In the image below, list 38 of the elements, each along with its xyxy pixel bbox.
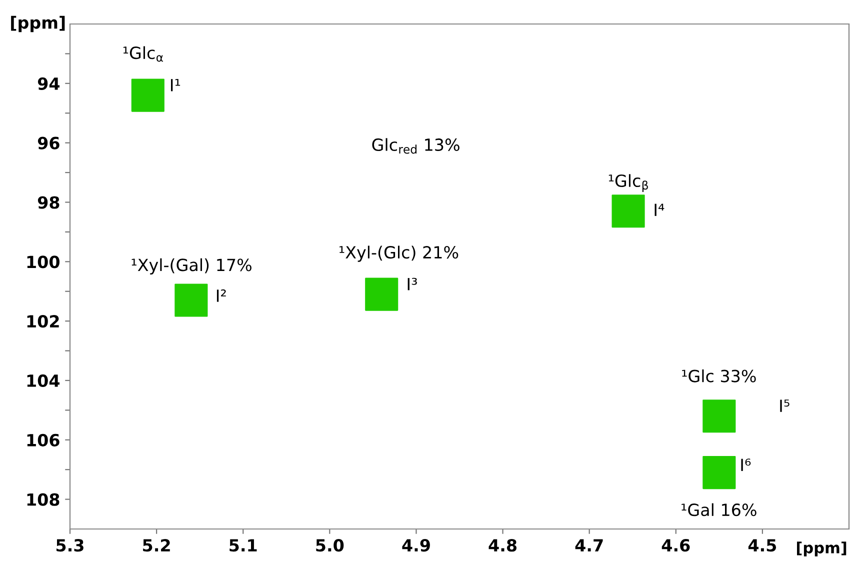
point xyxy=(174,284,208,317)
x-tick-label: 4.5 xyxy=(748,539,776,552)
annotation: ¹Glc 33% xyxy=(682,369,756,382)
y-tick-label: 98 xyxy=(38,196,60,209)
x-tick-label: 5.0 xyxy=(316,539,344,552)
x-tick-label: 4.7 xyxy=(575,539,603,552)
x-axis-title: [ppm] xyxy=(797,542,846,556)
y-tick-label: 104 xyxy=(27,374,60,388)
x-tick-label: 4.8 xyxy=(488,539,517,552)
point xyxy=(131,78,164,112)
annotation: I⁶ xyxy=(741,458,751,471)
annotation: I³ xyxy=(408,278,417,290)
y-tick-label: 102 xyxy=(27,315,59,328)
point xyxy=(612,194,645,228)
annotation: ¹Xyl-(Glc) 21% xyxy=(340,246,458,262)
y-tick-label: 108 xyxy=(27,493,60,506)
y-tick-label: 106 xyxy=(27,434,60,446)
point xyxy=(702,400,736,433)
point xyxy=(702,456,736,490)
point xyxy=(365,278,398,311)
annotation: ¹Glc$_{α}$ xyxy=(123,46,163,62)
x-tick-label: 4.9 xyxy=(402,539,430,552)
annotation: ¹Xyl-(Gal) 17% xyxy=(132,258,252,274)
annotation: ¹Gal 16% xyxy=(682,503,756,516)
annotation: ¹Glc$_{β}$ xyxy=(608,174,648,192)
annotation: I⁴ xyxy=(654,204,664,216)
x-tick-label: 5.3 xyxy=(56,539,84,552)
x-tick-label: 5.1 xyxy=(230,539,257,552)
annotation: I² xyxy=(216,289,226,302)
annotation: I¹ xyxy=(171,78,180,92)
y-tick-label: 94 xyxy=(38,77,60,90)
x-tick-label: 5.2 xyxy=(143,539,170,552)
y-tick-label: 100 xyxy=(27,256,60,268)
y-axis-title: [ppm] xyxy=(11,16,65,32)
annotation: I⁵ xyxy=(780,400,790,412)
annotation: Glc$_{red}$ 13% xyxy=(372,138,460,154)
x-tick-label: 4.6 xyxy=(662,539,690,552)
y-tick-label: 96 xyxy=(38,136,60,150)
